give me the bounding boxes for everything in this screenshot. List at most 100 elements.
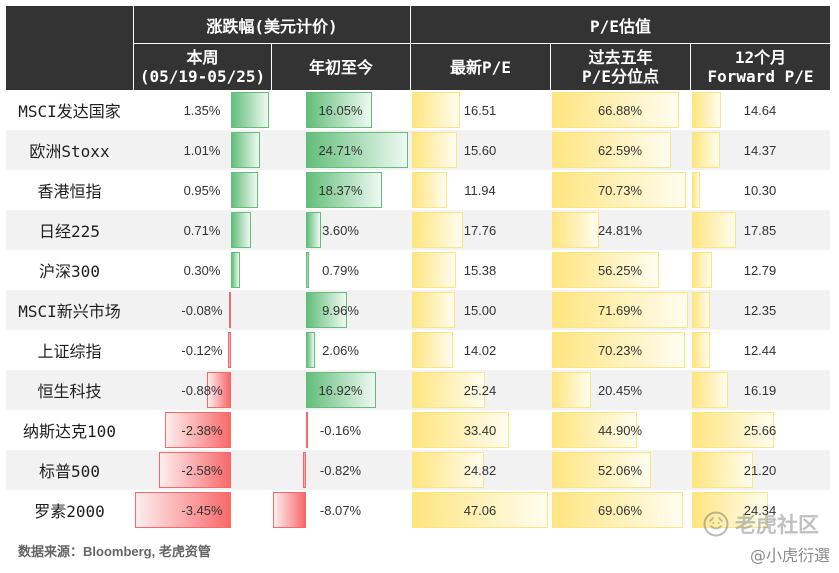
table-row: 香港恒指 0.95% 18.37% 11.94 70.73% 10.30 <box>6 170 830 210</box>
value-label: 70.23% <box>597 342 643 358</box>
value-label: 1.35% <box>183 102 221 118</box>
value-label: 0.71% <box>183 222 221 238</box>
data-bar <box>306 132 408 168</box>
data-bar <box>692 292 711 328</box>
data-bar <box>692 172 701 208</box>
data-bar <box>692 412 774 448</box>
data-bar <box>552 132 671 168</box>
value-label: 17.85 <box>743 222 777 238</box>
cell-forward-pe: 12.35 <box>690 290 830 330</box>
row-label: MSCI新兴市场 <box>18 302 121 321</box>
data-bar <box>412 212 464 248</box>
value-label: 12.44 <box>743 342 777 358</box>
market-valuation-table: 涨跌幅(美元计价) P/E估值 本周 (05/19-05/25) 年初至今 最新… <box>6 6 830 530</box>
cell-pe-percentile: 52.06% <box>550 450 690 490</box>
data-bar <box>306 332 315 368</box>
cell-forward-pe: 12.79 <box>690 250 830 290</box>
cell-weekly-change: -0.08% <box>133 290 271 330</box>
data-bar <box>412 92 460 128</box>
value-label: 24.71% <box>318 142 363 158</box>
data-bar <box>692 92 722 128</box>
column-header-line: P/E分位点 <box>582 67 659 86</box>
table-row: 纳斯达克100 -2.38% -0.16% 33.40 44.90% 25.66 <box>6 410 830 450</box>
cell-pe-percentile: 66.88% <box>550 90 690 130</box>
data-bar <box>159 452 232 488</box>
cell-ytd-change: -0.16% <box>271 410 410 450</box>
data-bar <box>692 132 720 168</box>
cell-latest-pe: 15.38 <box>410 250 550 290</box>
row-label: 欧洲Stoxx <box>29 142 110 161</box>
cell-forward-pe: 17.85 <box>690 210 830 250</box>
value-label: 17.76 <box>463 222 497 238</box>
row-label-cell: 欧洲Stoxx <box>6 130 133 170</box>
cell-weekly-change: 1.01% <box>133 130 271 170</box>
table-row: 罗素2000 -3.45% -8.07% 47.06 69.06% 24.34 <box>6 490 830 530</box>
row-label-cell: 纳斯达克100 <box>6 410 133 450</box>
row-label-cell: 上证综指 <box>6 330 133 370</box>
column-header-line: 过去五年 <box>588 48 653 67</box>
cell-pe-percentile: 44.90% <box>550 410 690 450</box>
row-label-cell: 日经225 <box>6 210 133 250</box>
value-label: -0.82% <box>319 462 362 478</box>
cell-ytd-change: 18.37% <box>271 170 410 210</box>
table-row: 恒生科技 -0.88% 16.92% 25.24 20.45% 16.19 <box>6 370 830 410</box>
value-label: 56.25% <box>597 262 643 278</box>
row-label: 罗素2000 <box>34 502 105 521</box>
data-bar <box>306 92 373 128</box>
table-row: 欧洲Stoxx 1.01% 24.71% 15.60 62.59% 14.37 <box>6 130 830 170</box>
column-header-forward-pe: 12个月 Forward P/E <box>690 44 830 90</box>
watermark-handle: @小虎衍選 <box>749 546 830 565</box>
value-label: 25.24 <box>463 382 497 398</box>
value-label: 14.02 <box>463 342 497 358</box>
data-source-note: 数据来源：Bloomberg, 老虎资管 <box>18 544 211 559</box>
cell-weekly-change: 1.35% <box>133 90 271 130</box>
data-bar <box>552 492 683 528</box>
data-bar <box>302 452 307 488</box>
value-label: 20.45% <box>597 382 643 398</box>
data-bar <box>412 292 456 328</box>
row-label-cell: 罗素2000 <box>6 490 133 530</box>
cell-weekly-change: -3.45% <box>133 490 271 530</box>
data-bar <box>306 292 348 328</box>
row-label: 标普500 <box>39 462 100 481</box>
data-bar <box>412 372 485 408</box>
cell-weekly-change: 0.30% <box>133 250 271 290</box>
column-header-weekly-change: 本周 (05/19-05/25) <box>133 44 271 90</box>
table-header: 涨跌幅(美元计价) P/E估值 本周 (05/19-05/25) 年初至今 最新… <box>6 6 830 90</box>
cell-pe-percentile: 69.06% <box>550 490 690 530</box>
tiger-logo-icon <box>703 511 729 537</box>
cell-pe-percentile: 24.81% <box>550 210 690 250</box>
value-label: 47.06 <box>463 502 497 518</box>
data-bar <box>412 332 453 368</box>
value-label: 21.20 <box>743 462 777 478</box>
cell-forward-pe: 10.30 <box>690 170 830 210</box>
value-label: 15.00 <box>463 302 497 318</box>
cell-pe-percentile: 56.25% <box>550 250 690 290</box>
row-label: 上证综指 <box>37 342 102 361</box>
cell-pe-percentile: 62.59% <box>550 130 690 170</box>
cell-latest-pe: 25.24 <box>410 370 550 410</box>
table-row: MSCI新兴市场 -0.08% 9.96% 15.00 71.69% 12.35 <box>6 290 830 330</box>
value-label: 18.37% <box>318 182 363 198</box>
cell-latest-pe: 47.06 <box>410 490 550 530</box>
value-label: 16.92% <box>318 382 363 398</box>
value-label: 44.90% <box>597 422 643 438</box>
cell-weekly-change: -2.38% <box>133 410 271 450</box>
data-bar <box>135 492 232 528</box>
cell-latest-pe: 15.00 <box>410 290 550 330</box>
cell-ytd-change: 3.60% <box>271 210 410 250</box>
cell-ytd-change: 16.05% <box>271 90 410 130</box>
column-header-latest-pe: 最新P/E <box>410 44 550 90</box>
row-label-cell: 沪深300 <box>6 250 133 290</box>
data-bar <box>272 492 307 528</box>
data-bar <box>231 132 260 168</box>
value-label: 9.96% <box>322 302 359 318</box>
row-label: 恒生科技 <box>37 382 102 401</box>
column-header-line: Forward P/E <box>707 67 814 86</box>
cell-latest-pe: 17.76 <box>410 210 550 250</box>
row-label: 日经225 <box>39 222 100 241</box>
data-bar <box>231 172 258 208</box>
value-label: 12.35 <box>743 302 777 318</box>
value-label: 15.38 <box>463 262 497 278</box>
cell-forward-pe: 21.20 <box>690 450 830 490</box>
